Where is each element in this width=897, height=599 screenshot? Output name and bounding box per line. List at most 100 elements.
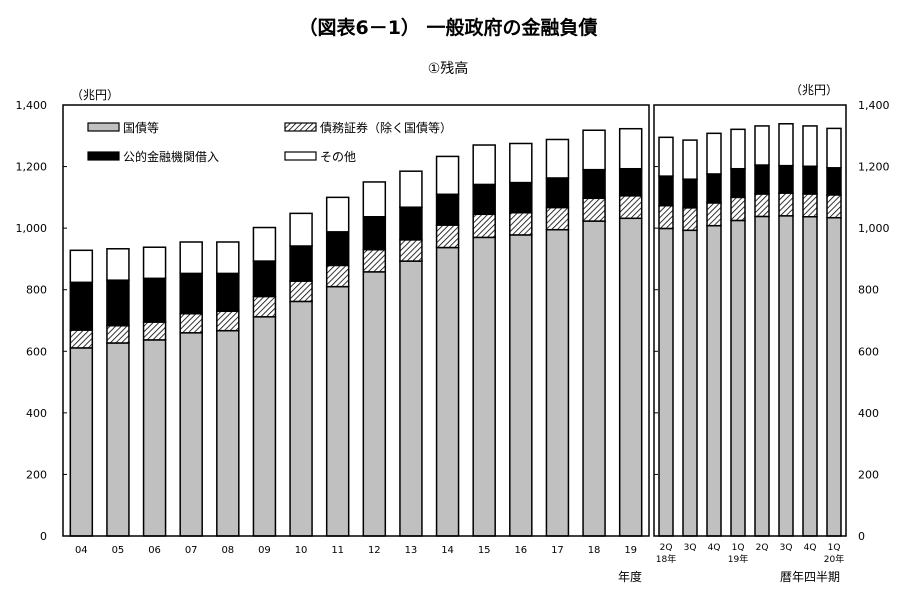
bar-segment-debt-securities [216,310,240,332]
left-x-axis-label: 年度 [618,569,642,584]
x-tick-label: 3Q [684,543,697,553]
bar-segment-kokusai [142,339,167,537]
x-tick-year-label: 20年 [824,553,844,565]
bar-segment-other [142,246,167,280]
bar-segment-debt-securities [754,193,770,218]
bar-segment-other [289,212,313,247]
x-tick-label: 06 [148,545,161,556]
bar-segment-kokusai [802,216,818,537]
bar-segment-public-loans [252,260,277,298]
bar-segment-public-loans [142,277,167,323]
bar-segment-debt-securities [362,248,387,273]
bar-segment-debt-securities [658,204,674,230]
y-tick-label: 800 [26,284,47,297]
bar-segment-public-loans [826,167,842,196]
x-tick-label: 05 [112,545,125,556]
y-tick-label: 1,400 [858,99,890,112]
bar-segment-kokusai [582,220,606,537]
x-tick-label: 09 [258,545,271,556]
bar-segment-kokusai [618,217,643,537]
bar-segment-debt-securities [325,264,350,288]
bar-segment-other [706,132,722,175]
bar-segment-debt-securities [545,206,570,231]
bar-segment-debt-securities [69,329,94,349]
bar-segment-debt-securities [289,280,313,303]
x-tick-year-label: 19年 [728,553,748,565]
legend-swatch [284,122,317,132]
bar-segment-public-loans [69,281,94,331]
y-tick-label: 600 [26,345,47,358]
bar-segment-other [545,138,570,179]
x-tick-label: 08 [221,545,234,556]
bar-segment-debt-securities [706,202,722,227]
bar-segment-public-loans [362,216,387,251]
y-tick-label: 400 [858,407,879,420]
legend-item: その他 [284,150,356,164]
x-tick-label: 3Q [780,543,793,553]
bar-segment-public-loans [289,245,313,282]
y-tick-label: 800 [858,284,879,297]
bar-segment-kokusai [399,260,423,537]
bar-segment-public-loans [682,178,698,209]
x-tick-year-label: 18年 [656,553,676,565]
legend-swatch [87,151,120,161]
bar-segment-kokusai [545,228,570,537]
chart-title: （図表6－1） 一般政府の金融負債 [298,16,597,39]
bar-segment-public-loans [179,272,203,315]
bar-segment-other [69,249,94,284]
bar-segment-other [106,248,130,281]
y-tick-label: 0 [858,530,865,543]
bar-segment-debt-securities [802,193,818,218]
bar-segment-debt-securities [106,324,130,344]
bar-segment-kokusai [509,234,533,537]
bar-segment-other [399,170,423,208]
bar-segment-debt-securities [142,321,167,341]
right-x-axis-label: 暦年四半期 [780,570,840,584]
chart-subtitle: ①残高 [428,60,469,77]
y-tick-label: 600 [858,345,879,358]
x-tick-label: 14 [441,545,454,556]
bar-segment-public-loans [216,272,240,313]
bar-segment-debt-securities [826,194,842,219]
x-tick-label: 13 [405,545,418,556]
x-tick-label: 4Q [804,543,817,553]
legend-item: 公的金融機関借入 [87,149,219,164]
bar-segment-other [730,128,746,170]
bar-segment-other [778,123,794,167]
y-tick-label: 1,200 [16,161,48,174]
bar-segment-kokusai [69,347,94,537]
y-tick-label: 1,400 [16,99,48,112]
bar-segment-public-loans [802,165,818,195]
bar-segment-public-loans [778,164,794,194]
bar-segment-other [658,136,674,177]
bar-segment-public-loans [472,183,496,216]
bar-segment-other [362,181,387,218]
bar-segment-public-loans [706,173,722,204]
bar-segment-other [472,144,496,186]
bar-segment-kokusai [658,227,674,537]
legend-swatch [87,122,120,132]
bar-segment-debt-securities [582,197,606,222]
bar-segment-kokusai [179,332,203,537]
legend-label: 公的金融機関借入 [123,149,219,164]
x-tick-label: 15 [478,545,491,556]
left-plot-frame [62,104,650,537]
bar-segment-public-loans [618,167,643,197]
x-tick-label: 1Q [828,543,841,553]
bar-segment-kokusai [472,236,496,537]
bar-segment-other [802,125,818,168]
y-tick-label: 1,200 [858,161,890,174]
x-tick-label: 4Q [708,543,721,553]
bar-segment-other [216,241,240,275]
x-tick-label: 2Q [660,543,673,553]
bar-segment-other [618,127,643,170]
bar-segment-other [435,155,460,196]
y-tick-label: 200 [26,468,47,481]
bar-segment-other [325,196,350,233]
legend: 国債等 債務証券（除く国債等） 公的金融機関借入 その他 [87,120,452,164]
bar-segment-public-loans [545,177,570,209]
bar-segment-kokusai [730,219,746,537]
bar-segment-debt-securities [509,212,533,236]
